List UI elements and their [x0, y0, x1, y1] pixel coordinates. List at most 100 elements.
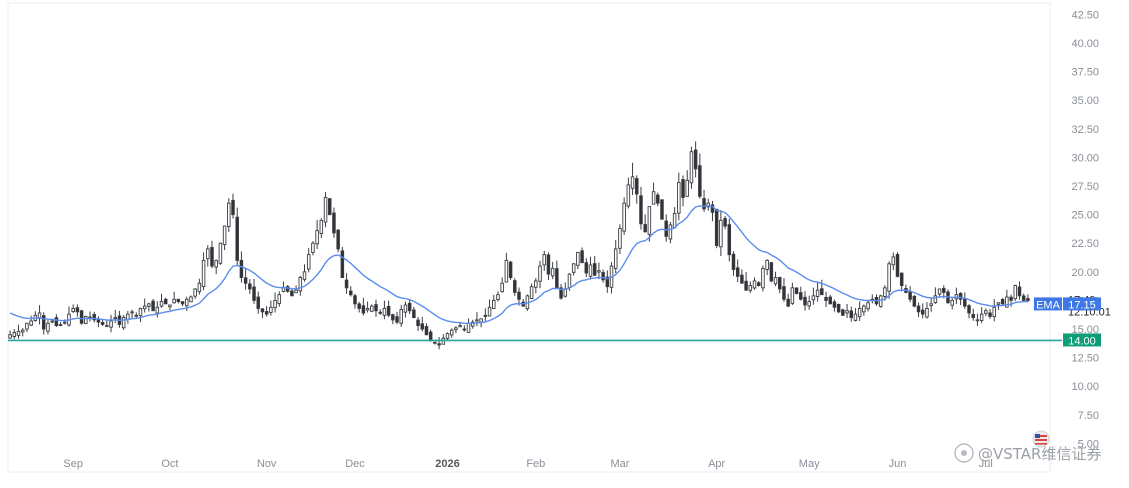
candle	[159, 293, 164, 308]
candle-body	[534, 280, 538, 288]
candle	[29, 315, 33, 327]
candle	[58, 321, 63, 327]
candle	[765, 259, 769, 275]
candle-body	[698, 165, 702, 197]
candle	[971, 308, 975, 321]
candle	[197, 278, 202, 295]
candle-body	[580, 250, 584, 264]
y-tick-label: 35.00	[1071, 95, 1099, 107]
candle-body	[193, 288, 197, 297]
candle-body	[311, 242, 315, 253]
candle-body	[908, 291, 912, 300]
candle	[929, 298, 933, 312]
candle-body	[592, 263, 597, 276]
candle	[256, 291, 260, 314]
candle-body	[8, 334, 12, 339]
candle-body	[365, 307, 370, 311]
candle-body	[428, 331, 433, 341]
candle	[950, 297, 954, 310]
candle	[302, 264, 307, 282]
candle	[403, 301, 408, 318]
candle-body	[370, 305, 374, 312]
candle-body	[214, 259, 218, 268]
candle-body	[546, 254, 551, 275]
candle-body	[538, 265, 542, 282]
candle	[643, 214, 647, 233]
candle-body	[942, 287, 946, 293]
candle-body	[744, 280, 748, 291]
candle	[496, 291, 500, 302]
candle-body	[925, 307, 929, 318]
candle-body	[260, 308, 265, 313]
candle-body	[412, 309, 416, 319]
candle	[845, 303, 849, 318]
candle	[958, 292, 963, 306]
candle-body	[710, 204, 715, 213]
candle	[731, 251, 736, 276]
candle	[517, 287, 521, 306]
candle-body	[513, 280, 517, 293]
candle	[916, 302, 921, 317]
candle-body	[487, 306, 492, 317]
x-tick-label: Mar	[610, 458, 629, 470]
candle-body	[475, 319, 479, 322]
candle	[84, 315, 88, 325]
x-tick-label: Nov	[257, 458, 277, 470]
candle-body	[571, 263, 576, 273]
candle-body	[794, 287, 799, 295]
candle-body	[647, 206, 652, 235]
candle-body	[1026, 298, 1030, 301]
candle-body	[517, 291, 521, 300]
candle-body	[618, 227, 622, 249]
candle-body	[979, 313, 984, 321]
candle-body	[815, 289, 820, 297]
candle-body	[344, 279, 349, 289]
candle-body	[958, 292, 963, 300]
candle-body	[807, 301, 811, 307]
candle	[988, 308, 992, 319]
candle	[25, 322, 29, 333]
candle-body	[735, 267, 740, 277]
candle	[285, 285, 290, 293]
candle	[374, 299, 378, 317]
candle-body	[836, 303, 841, 313]
candle-body	[332, 212, 336, 234]
candle-body	[302, 271, 307, 280]
candle	[857, 301, 862, 321]
x-tick-label: Sep	[63, 458, 83, 470]
candle	[1000, 297, 1005, 305]
candle	[248, 279, 252, 294]
candle-body	[786, 298, 790, 307]
candle	[799, 286, 803, 301]
candle	[790, 282, 795, 306]
candle-body	[58, 323, 63, 326]
candle	[269, 300, 273, 316]
candle	[656, 192, 660, 207]
candle	[550, 262, 555, 280]
candle	[803, 291, 807, 311]
candle	[416, 317, 420, 331]
candle-body	[315, 230, 319, 245]
candle	[597, 262, 601, 280]
candle	[492, 294, 496, 310]
candle-body	[29, 320, 33, 326]
candle	[630, 162, 635, 196]
candle-body	[588, 264, 593, 277]
candle-body	[660, 199, 664, 220]
candle	[8, 330, 12, 339]
candle-body	[862, 305, 866, 313]
candle	[319, 218, 324, 239]
candle-body	[630, 176, 635, 189]
candle-body	[567, 273, 572, 288]
candle	[227, 198, 231, 232]
candle	[601, 269, 605, 283]
candle-body	[41, 315, 46, 330]
candle	[992, 299, 997, 322]
candle-body	[340, 250, 345, 278]
candle	[849, 306, 854, 322]
candle-body	[239, 259, 244, 278]
candle-body	[1009, 296, 1013, 301]
candle-body	[857, 307, 862, 318]
candle-body	[63, 321, 67, 324]
